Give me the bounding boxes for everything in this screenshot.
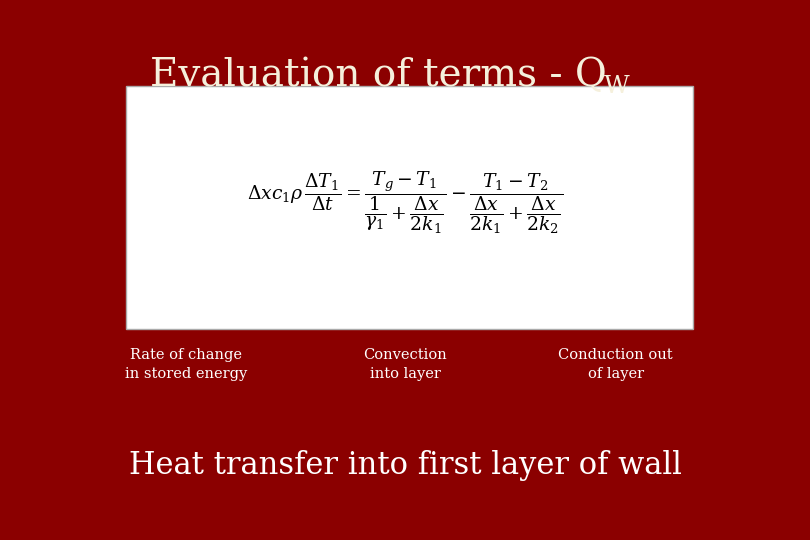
FancyBboxPatch shape <box>126 86 693 329</box>
Text: Conduction out
of layer: Conduction out of layer <box>558 348 673 381</box>
Text: Rate of change
in stored energy: Rate of change in stored energy <box>126 348 247 381</box>
Text: Heat transfer into first layer of wall: Heat transfer into first layer of wall <box>129 450 681 481</box>
Text: Evaluation of terms - Q: Evaluation of terms - Q <box>150 57 607 94</box>
Text: Convection
into layer: Convection into layer <box>363 348 447 381</box>
Text: $\Delta x c_1 \rho \, \dfrac{\Delta T_1}{\Delta t} = \dfrac{T_g - T_1}{\dfrac{1}: $\Delta x c_1 \rho \, \dfrac{\Delta T_1}… <box>247 169 563 236</box>
Text: W: W <box>603 75 629 98</box>
